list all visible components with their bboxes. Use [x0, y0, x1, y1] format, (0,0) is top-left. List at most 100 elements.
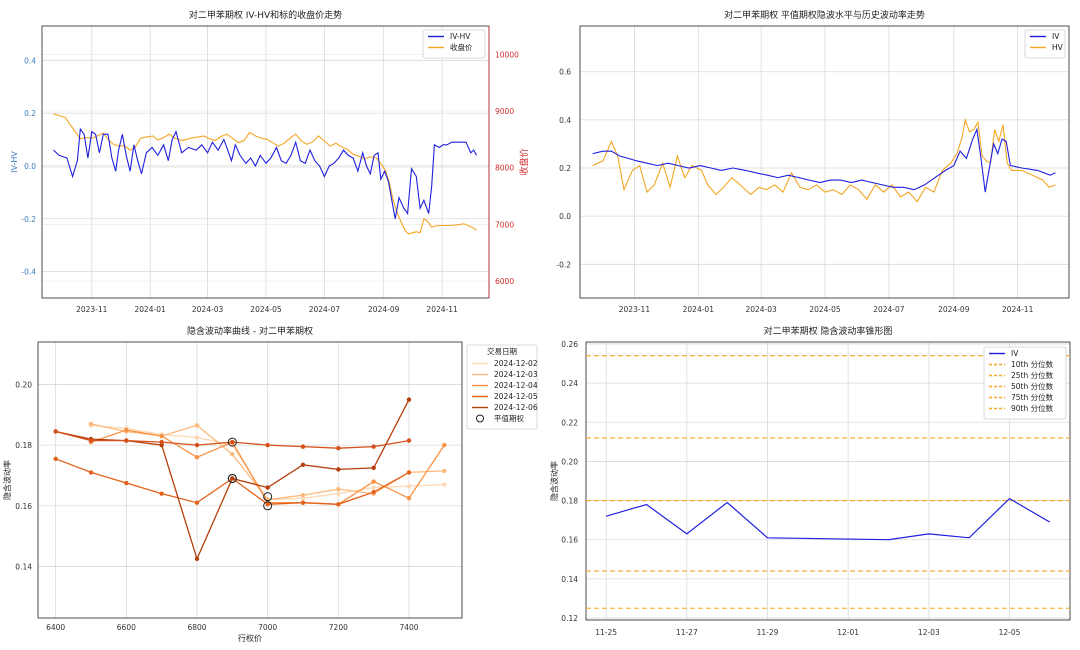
x-tick-label: 2023-11 [619, 305, 651, 314]
y-tick-label: 0.20 [15, 380, 32, 389]
y-tick-label: 0.18 [15, 441, 32, 450]
x-tick-label: 2024-11 [426, 305, 458, 314]
plot-frame [585, 341, 1071, 621]
smile-point [53, 429, 58, 434]
atm-marker [263, 492, 273, 502]
smile-point [194, 500, 200, 505]
legend-label: 50th 分位数 [1011, 381, 1054, 391]
x-tick-label: 2024-07 [309, 305, 341, 314]
smile-point [159, 442, 164, 448]
legend-label: 2024-12-06 [494, 403, 538, 412]
atm-marker [227, 437, 237, 447]
x-tick-label: 2024-11 [1002, 305, 1034, 314]
smile-point [300, 462, 306, 468]
smile-point [159, 433, 164, 439]
series-line-hv [592, 117, 1056, 203]
smile-point [300, 444, 306, 449]
chart-title: 对二甲苯期权 平值期权隐波水平与历史波动率走势 [724, 9, 925, 21]
chart-iv-hv-history: 2023-11 2024-01 2024-03 2024-05 2024-07 2024-… [556, 9, 1070, 314]
y-tick-label: -0.2 [21, 215, 36, 224]
x-tick-label: 12-03 [918, 628, 940, 637]
plot-frame [37, 341, 463, 619]
smile-point [371, 489, 376, 495]
y-axis-label: 隐含波动率 [549, 461, 559, 501]
x-tick-label: 11-29 [757, 628, 779, 637]
smile-point [88, 421, 94, 427]
chart-title: 对二甲苯期权 隐含波动率锥形图 [764, 325, 893, 337]
smile-point [371, 444, 376, 449]
x-tick-label: 2024-07 [873, 305, 905, 314]
smile-point [371, 485, 376, 490]
smile-point [230, 439, 235, 445]
legend-label: 2024-12-02 [494, 359, 538, 368]
smile-point [442, 442, 447, 448]
y2-tick-label: 10000 [495, 50, 519, 59]
x-tick-label: 6400 [46, 623, 65, 632]
y-tick-label: 0.26 [561, 340, 578, 349]
legend-label: 平值期权 [494, 413, 524, 423]
y-tick-label: 0.14 [561, 575, 578, 584]
x-tick-label: 2024-05 [809, 305, 841, 314]
y-tick-label: -0.2 [556, 260, 571, 269]
smile-point [194, 435, 200, 440]
legend-label: 25th 分位数 [1011, 370, 1054, 380]
y-tick-label: 0.4 [559, 116, 571, 125]
legend-marker [476, 414, 484, 423]
legend-title: 交易日期 [487, 346, 517, 356]
legend-label: HV [1052, 43, 1064, 52]
smile-point [230, 452, 235, 457]
x-tick-label: 7200 [329, 623, 348, 632]
chart-title: 对二甲苯期权 IV-HV和标的收盘价走势 [189, 9, 342, 21]
legend-label: 2024-12-03 [494, 370, 538, 379]
plot-frame [579, 25, 1070, 299]
atm-marker [263, 501, 273, 511]
x-tick-label: 12-05 [999, 628, 1021, 637]
chart-vol-cone: 11-25 11-27 11-29 12-01 12-03 12-05 0.12 0.14 0.… [549, 325, 1071, 637]
smile-point [442, 468, 447, 474]
atm-marker [227, 473, 237, 483]
smile-line-2024-12-05 [55, 458, 410, 505]
y2-tick-label: 6000 [495, 277, 514, 286]
x-tick-label: 2024-09 [938, 305, 970, 314]
y-tick-label: 0.0 [24, 162, 36, 171]
y-tick-label: 0.20 [561, 457, 578, 466]
smile-point [88, 438, 94, 443]
legend-label: 10th 分位数 [1011, 359, 1054, 369]
y-tick-label: 0.14 [15, 562, 32, 571]
y-tick-label: 0.16 [15, 502, 32, 511]
x-tick-label: 6600 [117, 623, 136, 632]
smile-point [124, 427, 129, 433]
y-tick-label: -0.4 [21, 268, 36, 277]
smile-point [406, 495, 412, 501]
x-tick-label: 7400 [399, 623, 418, 632]
series-line-iv [592, 127, 1056, 193]
smile-point [124, 480, 129, 486]
smile-point [230, 476, 235, 481]
y-tick-label: 0.2 [24, 109, 36, 118]
y-tick-label: 0.24 [561, 379, 578, 388]
y-axis-label: 隐含波动率 [2, 460, 12, 500]
y2-tick-label: 9000 [495, 107, 514, 116]
smile-point [442, 482, 447, 487]
smile-point [159, 491, 164, 496]
smile-point [406, 438, 412, 443]
smile-point [371, 479, 376, 484]
smile-point [406, 483, 412, 489]
smile-point [88, 470, 94, 475]
y-axis-label: IV-HV [10, 151, 19, 173]
x-tick-label: 6800 [187, 623, 206, 632]
x-tick-label: 2024-03 [192, 305, 224, 314]
smile-point [194, 455, 200, 460]
y-tick-label: 0.2 [559, 164, 571, 173]
y-tick-label: 0.12 [561, 614, 578, 623]
smile-point [300, 492, 306, 498]
chart-title: 隐含波动率曲线 - 对二甲苯期权 [187, 325, 313, 337]
x-tick-label: 2024-01 [134, 305, 166, 314]
x-tick-label: 2024-09 [368, 305, 400, 314]
legend-label: 75th 分位数 [1011, 392, 1054, 402]
legend-label: 收盘价 [450, 42, 473, 52]
